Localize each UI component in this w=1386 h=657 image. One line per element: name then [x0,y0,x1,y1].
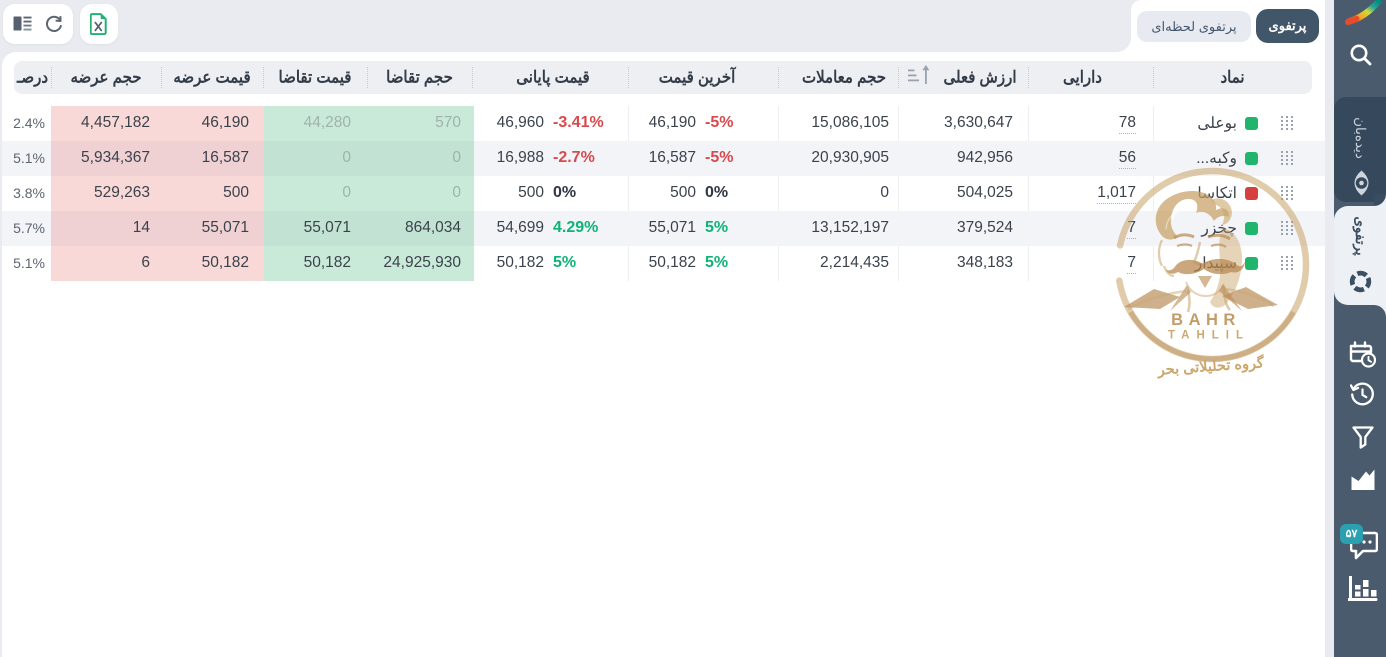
svg-text:TAHLIL: TAHLIL [1168,330,1250,342]
svg-text:BAHR: BAHR [1171,311,1241,329]
